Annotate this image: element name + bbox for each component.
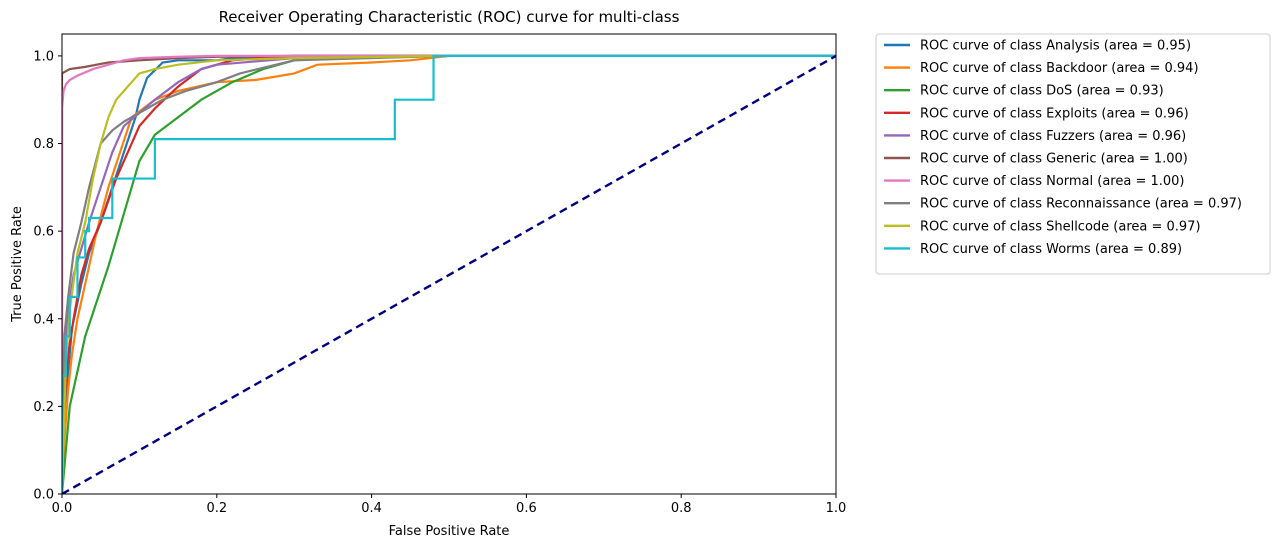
series-line-7 — [62, 54, 836, 494]
series-group — [62, 54, 836, 494]
legend-label-9: ROC curve of class Worms (area = 0.89) — [920, 242, 1182, 257]
legend-label-0: ROC curve of class Analysis (area = 0.95… — [920, 39, 1191, 54]
legend-label-6: ROC curve of class Normal (area = 1.00) — [920, 174, 1185, 189]
y-tick-label: 0.8 — [33, 137, 54, 152]
legend-label-8: ROC curve of class Shellcode (area = 0.9… — [920, 219, 1201, 234]
legend-label-7: ROC curve of class Reconnaissance (area … — [920, 197, 1242, 212]
chart-title: Receiver Operating Characteristic (ROC) … — [219, 8, 680, 26]
series-line-6 — [62, 54, 836, 494]
legend: ROC curve of class Analysis (area = 0.95… — [875, 33, 1271, 275]
series-line-9 — [62, 54, 836, 494]
y-tick-label: 0.2 — [33, 400, 54, 415]
plot-frame — [61, 33, 837, 495]
y-tick-label: 0.0 — [33, 488, 54, 503]
legend-label-1: ROC curve of class Backdoor (area = 0.94… — [920, 61, 1199, 76]
series-line-8 — [62, 54, 450, 494]
legend-label-2: ROC curve of class DoS (area = 0.93) — [920, 84, 1164, 99]
y-axis-label: True Positive Rate — [10, 206, 25, 323]
x-axis-label: False Positive Rate — [389, 524, 510, 539]
x-tick-label: 1.0 — [826, 501, 847, 516]
plot-area: 0.0 0.2 0.4 0.6 0.8 1.0 0.0 0.2 0.4 0.6 0.8 1.0 — [33, 33, 847, 516]
x-tick-label: 0.4 — [361, 501, 382, 516]
reference-diagonal-line — [62, 54, 836, 494]
x-tick-label: 0.2 — [206, 501, 227, 516]
y-tick-label: 1.0 — [33, 49, 54, 64]
series-line-4 — [62, 54, 836, 494]
legend-label-3: ROC curve of class Exploits (area = 0.96… — [920, 106, 1189, 121]
legend-label-4: ROC curve of class Fuzzers (area = 0.96) — [920, 129, 1186, 144]
x-tick-label: 0.8 — [671, 501, 692, 516]
x-tick-label: 0.6 — [516, 501, 537, 516]
legend-box — [875, 33, 1271, 275]
legend-label-5: ROC curve of class Generic (area = 1.00) — [920, 152, 1188, 167]
y-tick-label: 0.4 — [33, 312, 54, 327]
x-tick-label: 0.0 — [52, 501, 73, 516]
y-tick-label: 0.6 — [33, 225, 54, 240]
